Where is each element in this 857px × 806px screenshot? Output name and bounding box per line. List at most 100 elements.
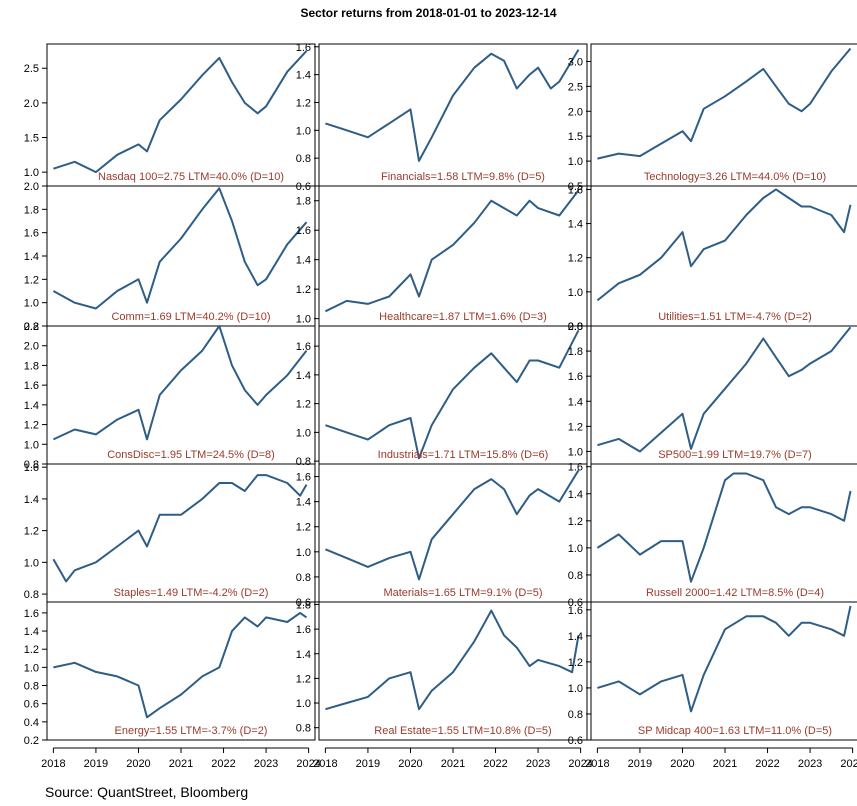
panel-label: Russell 2000=1.42 LTM=8.5% (D=4) [646, 587, 824, 599]
y-tick-label: 1.6 [24, 380, 39, 392]
panel-frame [590, 325, 857, 465]
y-tick-label: 1.6 [296, 225, 311, 237]
y-tick-label: 1.4 [296, 497, 311, 509]
panel-9: 1.0 1.2 1.4 1.6 1.8 2.0 SP500=1.99 LTM=19.7% (… [568, 321, 857, 465]
y-tick-label: 1.6 [568, 184, 583, 196]
y-tick-label: 0.8 [296, 572, 311, 584]
y-tick-label: 1.2 [568, 516, 583, 528]
y-tick-label: 1.2 [24, 420, 39, 432]
y-tick-label: 1.6 [296, 341, 311, 353]
y-tick-label: 1.4 [296, 649, 311, 661]
series-line [597, 47, 852, 160]
y-tick-label: 1.4 [296, 70, 311, 82]
panel-14: 0.8 1.0 1.2 1.4 1.6 1.8 Real Estate=1.55 LTM=1… [296, 599, 593, 770]
x-tick-label: 2019 [628, 758, 652, 770]
panel-15: 0.6 0.8 1.0 1.2 1.4 1.6 SP Midcap 400=1.63 LTM… [568, 601, 857, 770]
y-tick-label: 1.4 [296, 255, 311, 267]
y-tick-label: 1.2 [24, 274, 39, 286]
panel-frame [46, 185, 316, 327]
panel-label: Technology=3.26 LTM=44.0% (D=10) [644, 171, 826, 183]
y-tick-label: 2.0 [568, 321, 583, 333]
y-tick-label: 0.2 [24, 735, 39, 747]
y-tick-label: 1.0 [24, 167, 39, 179]
panel-frame [590, 601, 857, 741]
y-tick-label: 1.4 [24, 494, 39, 506]
x-tick-label: 2021 [441, 758, 465, 770]
series-line [596, 188, 852, 302]
panels-grid: 1.0 1.5 2.0 2.5 Nasdaq 100=2.75 LTM=40.0% (D… [24, 42, 857, 770]
x-tick-label: 2020 [398, 758, 422, 770]
y-tick-label: 0.5 [568, 181, 583, 193]
series-line [53, 611, 308, 719]
series-line [597, 326, 852, 453]
y-tick-label: 1.6 [568, 462, 583, 474]
y-tick-label: 0.8 [296, 153, 311, 165]
series-line [325, 49, 580, 162]
y-tick-label: 1.0 [568, 446, 583, 458]
y-tick-label: 3.0 [568, 56, 583, 68]
y-tick-label: 0.6 [568, 735, 583, 747]
y-tick-label: 1.0 [568, 543, 583, 555]
y-tick-label: 1.2 [296, 522, 311, 534]
y-tick-label: 1.6 [24, 608, 39, 620]
x-tick-label: 2022 [483, 758, 507, 770]
series-line [325, 609, 580, 711]
panel-label: Healthcare=1.87 LTM=1.6% (D=3) [379, 311, 547, 323]
y-tick-label: 1.0 [296, 547, 311, 559]
y-tick-label: 1.4 [568, 219, 583, 231]
x-tick-label: 2018 [585, 758, 609, 770]
y-tick-label: 0.6 [296, 181, 311, 193]
y-tick-label: 0.4 [24, 717, 39, 729]
y-tick-label: 1.2 [296, 284, 311, 296]
series-line [597, 605, 852, 713]
y-tick-label: 2.5 [568, 81, 583, 93]
y-tick-label: 1.2 [568, 421, 583, 433]
x-tick-label: 2022 [755, 758, 779, 770]
y-tick-label: 2.0 [568, 106, 583, 118]
panel-10: 0.8 1.0 1.2 1.4 1.6 Staples=1.49 LTM=-4.2% (D… [24, 462, 316, 603]
y-tick-label: 1.2 [296, 97, 311, 109]
y-tick-label: 1.8 [24, 204, 39, 216]
panel-6: 0.8 1.0 1.2 1.4 1.6 Utilities=1.51 LTM=-4.7% … [568, 184, 857, 333]
y-tick-label: 1.2 [296, 399, 311, 411]
y-tick-label: 1.2 [568, 253, 583, 265]
y-tick-label: 1.0 [568, 683, 583, 695]
y-tick-label: 2.2 [24, 321, 39, 333]
panel-label: Financials=1.58 LTM=9.8% (D=5) [381, 171, 545, 183]
x-tick-label: 2021 [169, 758, 193, 770]
y-tick-label: 1.0 [296, 314, 311, 326]
x-axis: 2018 2019 2020 2021 2022 2023 2024 [313, 747, 593, 770]
panel-12: 0.6 0.8 1.0 1.2 1.4 1.6 Russell 2000=1.42 LTM=… [568, 462, 857, 609]
x-axis: 2018 2019 2020 2021 2022 2023 2024 [41, 747, 321, 770]
y-tick-label: 1.0 [296, 125, 311, 137]
x-tick-label: 2024 [296, 758, 320, 770]
y-tick-label: 1.8 [296, 599, 311, 611]
y-tick-label: 1.4 [568, 489, 583, 501]
y-tick-label: 0.6 [24, 699, 39, 711]
x-tick-label: 2020 [126, 758, 150, 770]
y-tick-label: 0.6 [568, 597, 583, 609]
y-tick-label: 1.4 [568, 631, 583, 643]
panel-2: 0.6 0.8 1.0 1.2 1.4 1.6 Financials=1.58 LTM=9.… [296, 42, 588, 193]
y-tick-label: 1.0 [24, 662, 39, 674]
x-tick-label: 2020 [670, 758, 694, 770]
y-tick-label: 0.8 [24, 321, 39, 333]
x-tick-label: 2023 [526, 758, 550, 770]
x-tick-label: 2019 [356, 758, 380, 770]
y-tick-label: 1.2 [568, 657, 583, 669]
series-line [325, 469, 580, 581]
x-axis: 2018 2019 2020 2021 2022 2023 2024 [585, 747, 857, 770]
panel-label: SP Midcap 400=1.63 LTM=11.0% (D=5) [638, 725, 832, 737]
y-tick-label: 1.8 [296, 196, 311, 208]
y-tick-label: 1.0 [296, 427, 311, 439]
y-tick-label: 1.6 [24, 228, 39, 240]
panel-11: 0.6 0.8 1.0 1.2 1.4 1.6 Materials=1.65 LTM=9.1… [296, 463, 588, 609]
y-tick-label: 1.6 [568, 371, 583, 383]
series-line [52, 187, 308, 310]
y-tick-label: 0.8 [568, 570, 583, 582]
panel-label: Staples=1.49 LTM=-4.2% (D=2) [114, 587, 269, 599]
y-tick-label: 1.0 [296, 698, 311, 710]
panel-8: 0.8 1.0 1.2 1.4 1.6 Industrials=1.71 LTM=15.8… [296, 325, 588, 468]
panel-label: Materials=1.65 LTM=9.1% (D=5) [383, 587, 542, 599]
